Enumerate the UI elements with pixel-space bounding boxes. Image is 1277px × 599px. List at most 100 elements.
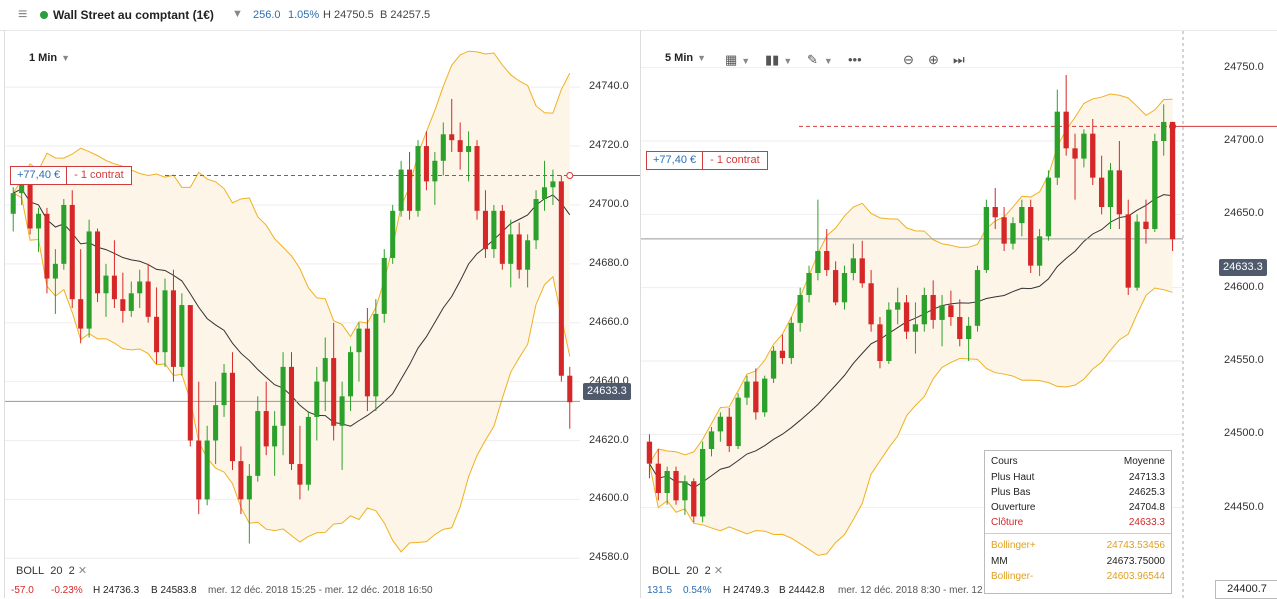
candle-body (717, 416, 724, 432)
candle-body (61, 204, 67, 264)
y-axis-tick-label: 24600.0 (589, 492, 629, 505)
chevron-down-icon: ▼ (61, 53, 71, 63)
candle-body (44, 213, 50, 279)
candle-body (314, 381, 320, 417)
candle-body (27, 184, 33, 229)
candle-body (1045, 177, 1052, 237)
candle-body (1054, 111, 1060, 178)
position-label[interactable]: +77,40 € - 1 contrat (10, 166, 132, 185)
position-quantity: - 1 contrat (74, 169, 124, 181)
candle-body (974, 270, 981, 326)
candlestick-chart-1min[interactable] (5, 31, 641, 598)
info-label: Plus Bas (991, 487, 1031, 498)
chart-panel-1min[interactable]: 1 Min ▼ +77,40 € - 1 contrat 24740.0 24720.… (4, 30, 641, 598)
instrument-low: B 24257.5 (380, 9, 431, 21)
candle-body (263, 411, 269, 447)
timeframe-selector[interactable]: 5 Min ▼ (665, 52, 706, 64)
candle-body (457, 140, 463, 152)
indicator-deviation: 2 (704, 565, 711, 577)
period-low: B 24442.8 (779, 585, 825, 596)
candlestick-chart-5min[interactable] (641, 31, 1277, 598)
indicator-legend[interactable]: BOLL 20 2 ✕ (652, 564, 723, 577)
zoom-out-icon[interactable]: ⊖ (903, 52, 914, 67)
candle-body (567, 375, 573, 403)
candle-body (1063, 111, 1069, 149)
y-axis-tick-label: 24740.0 (589, 80, 629, 93)
indicator-name: BOLL (16, 565, 45, 577)
info-label: Clôture (991, 517, 1024, 528)
chart-panel-5min[interactable]: 5 Min ▼ ▦ ▼ ▮▮ ▼ ✎ ▼ ••• ⊖ ⊕ ⏭ +77,40 € - 1 c… (640, 30, 1277, 598)
pencil-icon[interactable]: ✎ ▼ (807, 52, 833, 67)
instrument-header: ≡ Wall Street au comptant (1€) ▼ 256.0 1… (0, 0, 1277, 31)
crosshair-price-label: 24400.7 (1215, 580, 1277, 599)
candle-body (1001, 217, 1007, 244)
bollinger-lower-line (12, 192, 571, 553)
candle-body (1125, 214, 1131, 288)
candle-body (525, 240, 531, 270)
candle-body (103, 275, 109, 294)
info-row: MM 24673.75000 (991, 556, 1165, 567)
candle-body (762, 378, 768, 413)
last-price-tag: 24633.3 (1219, 259, 1267, 276)
candle-body (1161, 121, 1167, 141)
info-label: MM (991, 556, 1008, 567)
candle-body (1019, 207, 1025, 224)
candle-body (19, 184, 25, 194)
info-row: Plus Haut 24713.3 (991, 472, 1165, 483)
candle-body (992, 207, 998, 218)
candle-body (1010, 223, 1016, 244)
candle-body (895, 302, 901, 310)
close-icon[interactable]: ✕ (713, 565, 724, 577)
period-range: mer. 12 déc. 2018 8:30 - mer. 12 déc. 20… (838, 585, 1058, 596)
candle-body (886, 309, 892, 361)
more-icon[interactable]: ••• (848, 52, 862, 67)
candle-body (1098, 177, 1105, 207)
y-axis-tick-label: 24660.0 (589, 315, 629, 328)
candle-body (398, 169, 404, 211)
candle-body (921, 295, 927, 325)
candle-body (162, 290, 168, 353)
close-icon[interactable]: ✕ (77, 565, 88, 577)
position-marker (566, 172, 574, 179)
zoom-in-icon[interactable]: ⊕ (928, 52, 939, 67)
indicator-period: 20 (686, 565, 699, 577)
candle-body (877, 324, 883, 361)
candle-body (415, 146, 421, 211)
info-value: 24633.3 (1128, 517, 1165, 528)
indicator-legend[interactable]: BOLL 20 2 ✕ (16, 564, 87, 577)
info-value: 24704.8 (1128, 502, 1165, 513)
candle-body (1028, 207, 1034, 266)
candle-body (95, 231, 101, 294)
candle-body (407, 169, 413, 211)
candle-body (558, 181, 564, 376)
y-axis-tick-label: 24700.0 (1224, 134, 1264, 146)
candle-body (390, 210, 396, 258)
info-label: Plus Haut (991, 472, 1035, 483)
candle-body (432, 160, 438, 182)
candle-body (516, 234, 522, 270)
position-label[interactable]: +77,40 € - 1 contrat (646, 151, 768, 170)
info-value: 24603.96544 (1106, 571, 1165, 582)
candle-body (229, 372, 235, 462)
y-axis-tick-label: 24450.0 (1224, 500, 1264, 513)
instrument-name[interactable]: Wall Street au comptant (1€) (53, 8, 214, 22)
candle-body (1090, 133, 1096, 178)
candle-body (646, 441, 653, 464)
candle-body (983, 207, 990, 271)
candle-body (797, 295, 803, 323)
chart-type-icon[interactable]: ▦ ▼ (725, 52, 751, 67)
y-axis-tick-label: 24600.0 (1224, 280, 1264, 293)
menu-icon[interactable]: ≡ (18, 6, 28, 23)
candle-body (280, 366, 286, 426)
info-row: Plus Bas 24625.3 (991, 487, 1165, 498)
candle-body (930, 295, 936, 320)
ohlc-info-box: Cours Moyenne Plus Haut 24713.3 Plus Bas 24… (984, 450, 1172, 594)
bar-chart-icon[interactable]: ▮▮ ▼ (765, 52, 793, 67)
candle-body (482, 210, 488, 250)
instrument-high: H 24750.5 (323, 9, 374, 21)
skip-end-icon[interactable]: ⏭ (953, 52, 965, 67)
chevron-down-icon[interactable]: ▼ (232, 8, 243, 20)
candle-body (957, 317, 963, 339)
candle-body (449, 134, 455, 141)
timeframe-selector[interactable]: 1 Min ▼ (29, 52, 70, 64)
